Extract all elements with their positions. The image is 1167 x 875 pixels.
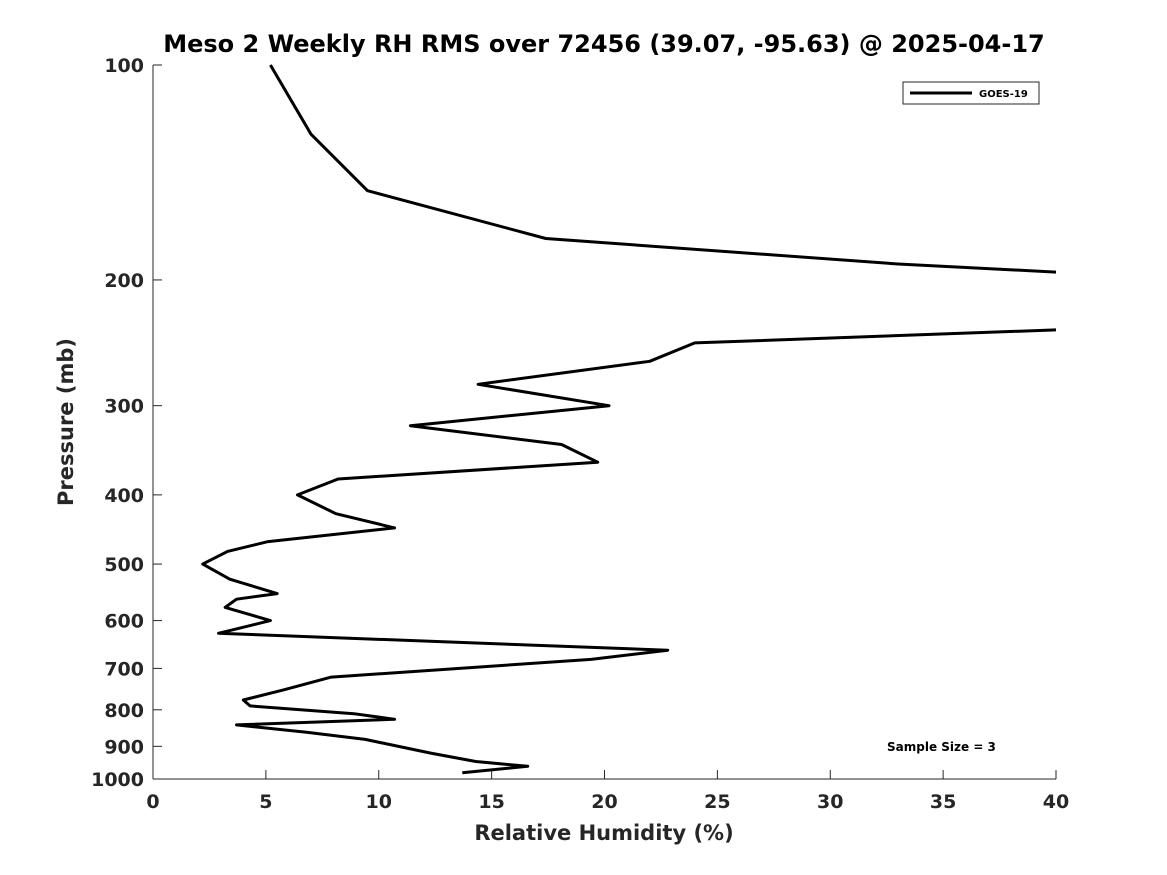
sample-size-annotation: Sample Size = 3	[887, 740, 996, 754]
chart-title: Meso 2 Weekly RH RMS over 72456 (39.07, …	[163, 30, 1045, 58]
legend-label-goes-19: GOES-19	[979, 89, 1028, 100]
series-layer	[201, 64, 1057, 775]
y-tick-label: 800	[104, 700, 144, 722]
y-tick-label: 500	[104, 554, 144, 576]
y-tick-label: 700	[104, 658, 144, 680]
y-tick-label: 600	[104, 611, 144, 633]
y-tick-label: 100	[104, 55, 144, 77]
legend: GOES-19	[902, 81, 1040, 105]
x-tick-label: 25	[704, 791, 730, 813]
x-tick-label: 15	[478, 791, 504, 813]
series-line-goes-19-segment-1	[269, 64, 1057, 274]
axes	[152, 65, 1056, 780]
x-tick-label: 5	[259, 791, 272, 813]
y-tick-label: 900	[104, 736, 144, 758]
y-axis-label: Pressure (mb)	[54, 338, 78, 506]
x-tick-label: 30	[817, 791, 843, 813]
y-tick-label: 200	[104, 270, 144, 292]
y-tick-label: 1000	[91, 769, 144, 791]
x-tick-label: 10	[366, 791, 392, 813]
x-tick-label: 0	[146, 791, 159, 813]
series-line-goes-19-segment-2	[201, 328, 1057, 775]
x-tick-label: 35	[930, 791, 956, 813]
x-tick-label: 40	[1043, 791, 1069, 813]
x-tick-label: 20	[591, 791, 617, 813]
y-ticks: 100 200 300 400 500 600 700 800 900 1000	[91, 55, 162, 791]
y-tick-label: 400	[104, 485, 144, 507]
x-axis-label: Relative Humidity (%)	[474, 821, 733, 845]
y-tick-label: 300	[104, 396, 144, 418]
x-ticks: 0 5 10 15 20 25 30 35 40	[146, 770, 1069, 813]
